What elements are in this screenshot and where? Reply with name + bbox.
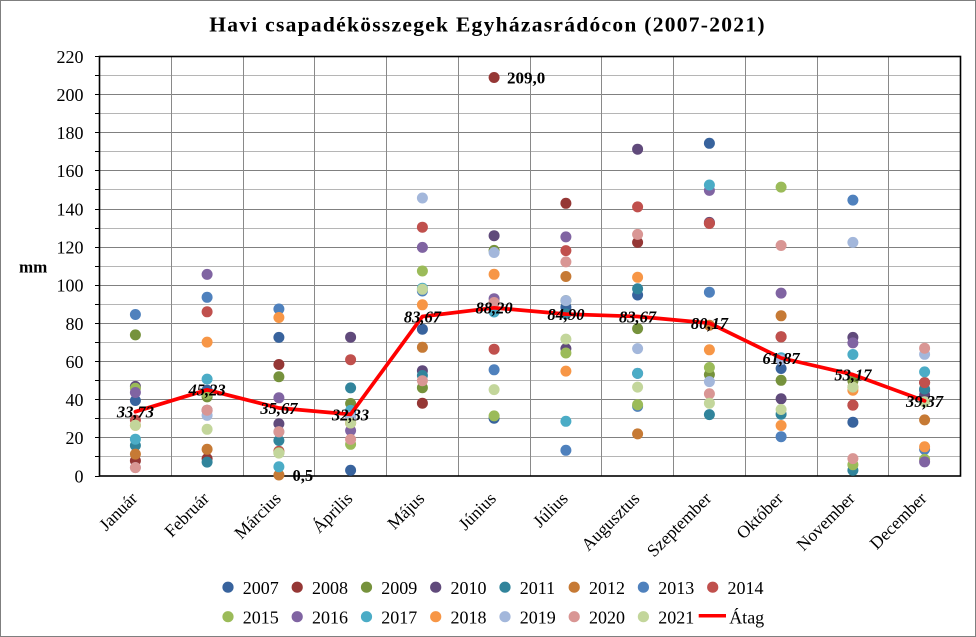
svg-text:20: 20 (66, 428, 84, 448)
svg-text:209,0: 209,0 (507, 69, 545, 88)
svg-text:80: 80 (66, 314, 84, 334)
svg-text:100: 100 (57, 276, 84, 296)
svg-text:83,67: 83,67 (404, 307, 442, 326)
svg-text:39,37: 39,37 (905, 392, 944, 411)
svg-text:Átag: Átag (729, 606, 764, 627)
svg-text:88,20: 88,20 (476, 299, 513, 318)
svg-text:35,67: 35,67 (259, 399, 298, 418)
svg-text:80,17: 80,17 (691, 314, 729, 333)
svg-text:2015: 2015 (243, 607, 279, 627)
svg-text:40: 40 (66, 390, 84, 410)
svg-text:2016: 2016 (312, 607, 348, 627)
svg-text:2012: 2012 (589, 578, 625, 598)
svg-text:2013: 2013 (658, 578, 694, 598)
svg-text:2019: 2019 (520, 607, 556, 627)
svg-text:53,17: 53,17 (834, 366, 872, 385)
svg-text:160: 160 (57, 161, 84, 181)
svg-text:2017: 2017 (381, 607, 417, 627)
svg-text:84,90: 84,90 (547, 305, 584, 324)
svg-text:0,5: 0,5 (293, 466, 314, 485)
svg-text:2010: 2010 (451, 578, 487, 598)
svg-text:2014: 2014 (728, 578, 764, 598)
svg-text:61,87: 61,87 (763, 349, 801, 368)
svg-text:2009: 2009 (381, 578, 417, 598)
svg-text:2020: 2020 (589, 607, 625, 627)
svg-text:220: 220 (57, 47, 84, 67)
svg-text:2011: 2011 (520, 578, 555, 598)
svg-text:32,33: 32,33 (331, 405, 369, 424)
svg-text:180: 180 (57, 123, 84, 143)
svg-text:2018: 2018 (451, 607, 487, 627)
svg-text:2021: 2021 (658, 607, 694, 627)
svg-text:mm: mm (19, 258, 47, 277)
svg-text:60: 60 (66, 352, 84, 372)
svg-text:Havi csapadékösszegek Egyházas: Havi csapadékösszegek Egyházasrádócon (2… (209, 13, 766, 37)
svg-text:83,67: 83,67 (619, 307, 657, 326)
svg-text:2007: 2007 (243, 578, 279, 598)
svg-text:2008: 2008 (312, 578, 348, 598)
svg-text:45,23: 45,23 (188, 381, 226, 400)
svg-text:120: 120 (57, 238, 84, 258)
svg-text:0: 0 (75, 466, 84, 486)
svg-text:200: 200 (57, 85, 84, 105)
svg-text:140: 140 (57, 199, 84, 219)
svg-text:33,73: 33,73 (116, 403, 154, 422)
